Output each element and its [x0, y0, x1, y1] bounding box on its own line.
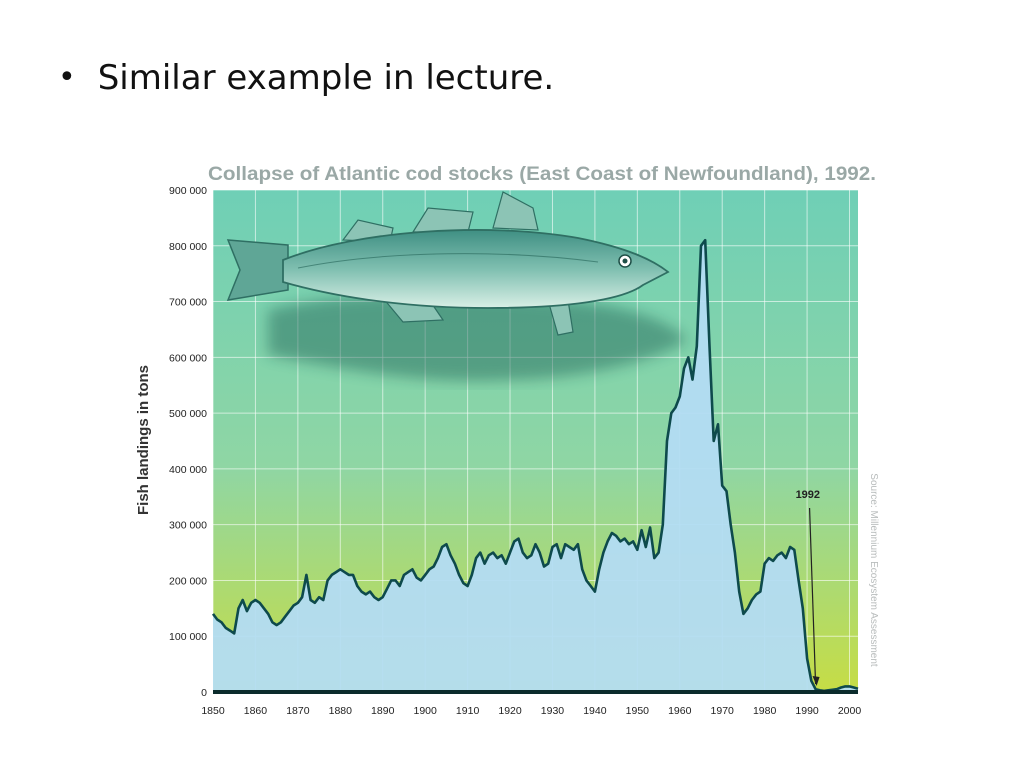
x-tick-label: 1930 [541, 705, 565, 717]
x-tick-label: 1960 [668, 705, 692, 717]
x-tick-label: 1870 [286, 705, 310, 717]
area-layer [211, 238, 859, 693]
cod-landings-chart: 0 100 000 200 000 300 000 400 000 500 000 600 … [135, 164, 879, 717]
y-tick-label: 0 [201, 687, 207, 699]
axes-layer: 0 100 000 200 000 300 000 400 000 500 000 600 … [169, 185, 861, 717]
x-tick-label: 1940 [583, 705, 607, 717]
annotation-label: 1992 [796, 489, 820, 501]
fish-pupil [622, 258, 628, 264]
y-tick-label: 200 000 [169, 575, 207, 587]
bullet-text: Similar example in lecture. [97, 58, 555, 98]
slide-bullet: • Similar example in lecture. [58, 58, 554, 98]
y-axis-label: Fish landings in tons [135, 365, 152, 515]
source-credit: Source: Millennium Ecosystem Assessment [868, 473, 879, 667]
y-tick-label: 300 000 [169, 520, 207, 532]
fish-dorsal-fin [492, 191, 539, 231]
chart-title: Collapse of Atlantic cod stocks (East Co… [208, 164, 876, 185]
x-tick-label: 1910 [456, 705, 480, 717]
y-tick-label: 100 000 [169, 631, 207, 643]
x-tick-label: 1920 [498, 705, 522, 717]
fish-shadow [268, 293, 688, 381]
landings-line [211, 238, 859, 693]
x-tick-label: 1950 [626, 705, 650, 717]
x-tick-label: 1880 [329, 705, 353, 717]
y-tick-label: 800 000 [169, 241, 207, 253]
cod-fish-illustration [226, 191, 688, 381]
y-tick-label: 700 000 [169, 297, 207, 309]
annotation-arrow-line [808, 507, 817, 685]
x-tick-label: 1970 [711, 705, 735, 717]
y-tick-label: 900 000 [169, 185, 207, 197]
bullet-dot-icon: • [58, 60, 76, 95]
x-tick-label: 2000 [838, 705, 862, 717]
annotation-arrow-head-icon [812, 676, 820, 686]
fish-lateral-line [297, 253, 599, 269]
x-tick-label: 1980 [753, 705, 777, 717]
y-tick-label: 500 000 [169, 408, 207, 420]
y-tick-label: 600 000 [169, 352, 207, 364]
fish-body [282, 229, 670, 309]
x-tick-label: 1850 [201, 705, 225, 717]
y-tick-label: 400 000 [169, 464, 207, 476]
x-tick-label: 1900 [413, 705, 437, 717]
x-tick-label: 1860 [244, 705, 268, 717]
x-tick-label: 1890 [371, 705, 395, 717]
x-tick-label: 1990 [795, 705, 819, 717]
